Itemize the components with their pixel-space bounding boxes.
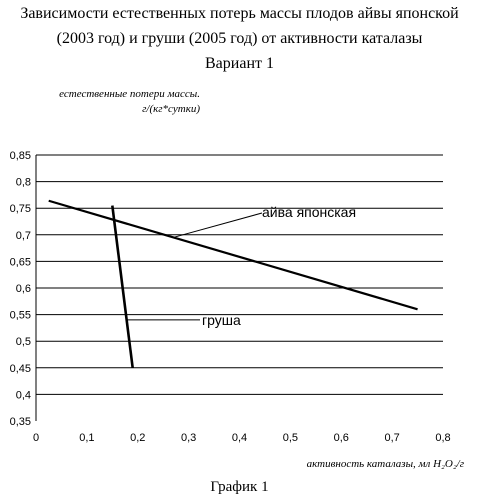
x-tick-label: 0,8 [435, 432, 450, 444]
series-label-leader [173, 213, 262, 237]
series-line [49, 201, 418, 310]
y-tick-label: 0,45 [10, 363, 31, 375]
y-tick-label: 0,85 [10, 150, 31, 162]
x-axis-label: активность каталазы, мл H₂O₂/г [240, 458, 464, 470]
y-tick-label: 0,35 [10, 416, 31, 428]
series-lines [49, 201, 418, 368]
y-tick-label: 0,65 [10, 256, 31, 268]
y-tick-label: 0,55 [10, 310, 31, 322]
y-tick-label: 0,5 [16, 336, 31, 348]
x-tick-label: 0,6 [334, 432, 349, 444]
x-tick-label: 0,5 [283, 432, 298, 444]
y-tick-labels: 0,35 0,4 0,45 0,5 0,55 0,6 0,65 0,7 0,75 0,8 0,85 [10, 150, 31, 428]
y-tick-label: 0,75 [10, 203, 31, 215]
y-tick-label: 0,6 [16, 283, 31, 295]
gridlines [36, 155, 443, 421]
series-line [112, 206, 132, 368]
series-label: груша [202, 312, 241, 328]
x-tick-label: 0,4 [232, 432, 247, 444]
x-tick-label: 0,3 [181, 432, 196, 444]
y-tick-label: 0,8 [16, 177, 31, 189]
x-tick-label: 0,1 [79, 432, 94, 444]
series-label: айва японская [262, 204, 356, 220]
series-labels: айва японская груша [127, 204, 356, 328]
y-tick-label: 0,4 [16, 389, 31, 401]
figure-caption: График 1 [0, 479, 479, 496]
x-tick-label: 0,7 [384, 432, 399, 444]
x-tick-label: 0,2 [130, 432, 145, 444]
x-tick-labels: 0 0,1 0,2 0,3 0,4 0,5 0,6 0,7 0,8 [33, 432, 451, 444]
x-tick-label: 0 [33, 432, 39, 444]
y-tick-label: 0,7 [16, 230, 31, 242]
